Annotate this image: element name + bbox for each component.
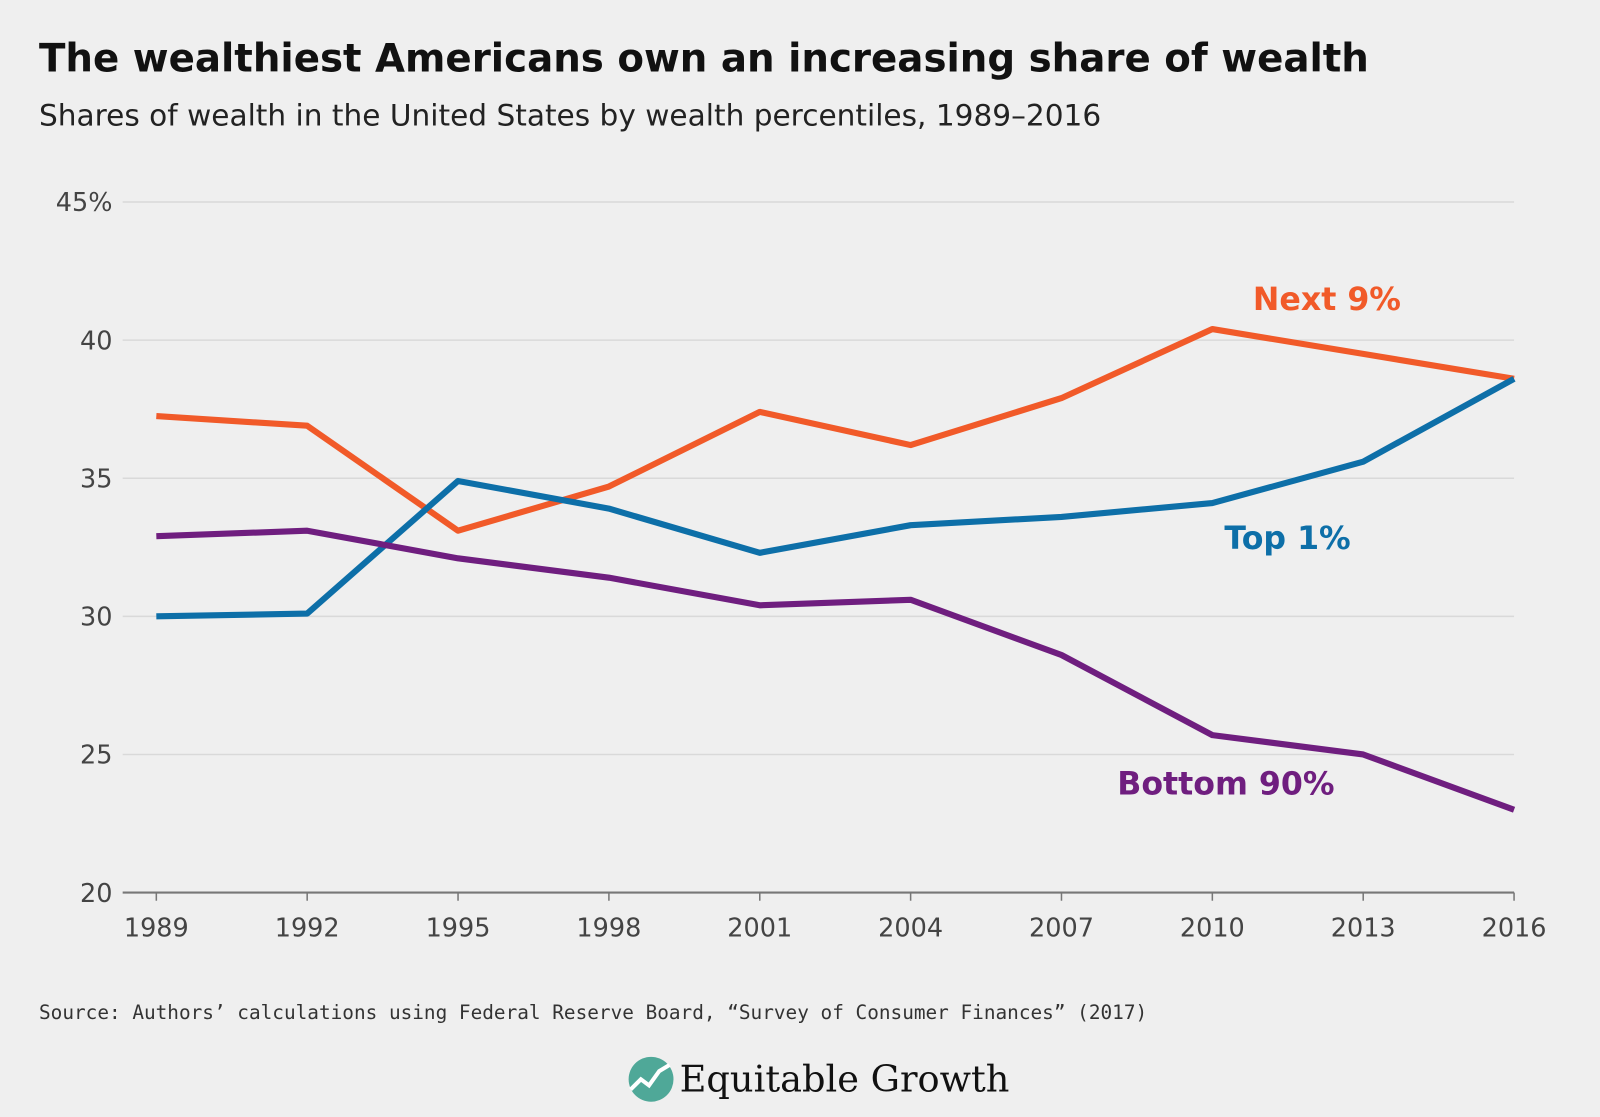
x-tick-label: 2007 [1029,913,1094,943]
series-line-next-9- [156,325,1515,534]
gridlines [122,201,1515,894]
logo-text: Equitable Growth [680,1057,1010,1100]
series-label-bottom-90: Bottom 90% [1117,767,1334,803]
y-tick-label: 25 [80,741,112,771]
series-line-top-1- [156,376,1516,620]
y-tick-label: 35 [80,464,112,494]
x-tick-label: 2001 [727,913,792,943]
y-tick-label: 20 [80,879,112,909]
x-tick-label: 2004 [878,913,943,943]
x-tick-label: 1998 [576,913,641,943]
series-lines [156,325,1516,813]
source-note: Source: Authors’ calculations using Fede… [39,1001,1147,1024]
y-tick-label: 30 [80,603,112,633]
chart-subtitle: Shares of wealth in the United States by… [39,98,1101,132]
x-tick-label: 2016 [1482,913,1547,943]
y-axis: 20 25 30 35 40 45% [56,188,113,909]
series-label-next-9: Next 9% [1253,282,1401,318]
y-tick-label: 40 [80,326,112,356]
series-label-top-1: Top 1% [1224,521,1350,557]
series-line-bottom-90- [156,527,1516,813]
x-axis: 1989 1992 1995 1998 2001 2004 2007 2010 2013 2016 [124,892,1547,943]
x-tick-label: 1989 [124,913,189,943]
x-tick-label: 1995 [426,913,491,943]
x-tick-label: 2013 [1331,913,1396,943]
y-tick-label: 45% [56,188,113,218]
x-tick-label: 1992 [275,913,340,943]
chart-title: The wealthiest Americans own an increasi… [39,36,1369,81]
x-tick-label: 2010 [1180,913,1245,943]
equitable-growth-logo: Equitable Growth [628,1056,1010,1102]
logo-trend-icon [629,1063,671,1091]
